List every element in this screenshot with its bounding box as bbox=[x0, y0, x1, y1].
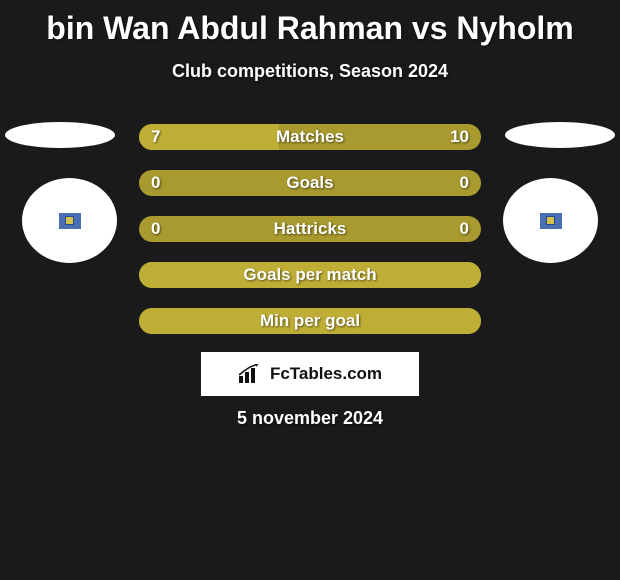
bar-value-right: 0 bbox=[460, 219, 469, 239]
bar-label: Min per goal bbox=[139, 311, 481, 331]
page-subtitle: Club competitions, Season 2024 bbox=[0, 61, 620, 82]
player-right-badge bbox=[503, 178, 598, 263]
bar-value-right: 10 bbox=[450, 127, 469, 147]
bar-label: Goals bbox=[139, 173, 481, 193]
player-left-badge bbox=[22, 178, 117, 263]
flag-icon bbox=[59, 213, 81, 229]
stat-bar: Goals per match bbox=[139, 262, 481, 288]
stat-bar: Min per goal bbox=[139, 308, 481, 334]
player-left-ellipse bbox=[5, 122, 115, 148]
stat-bar: 7Matches10 bbox=[139, 124, 481, 150]
flag-icon bbox=[540, 213, 562, 229]
branding-box: FcTables.com bbox=[201, 352, 419, 396]
player-right-ellipse bbox=[505, 122, 615, 148]
page-title: bin Wan Abdul Rahman vs Nyholm bbox=[0, 0, 620, 47]
chart-icon bbox=[238, 364, 264, 384]
bar-label: Hattricks bbox=[139, 219, 481, 239]
stat-bar: 0Hattricks0 bbox=[139, 216, 481, 242]
date-text: 5 november 2024 bbox=[0, 408, 620, 429]
branding-text: FcTables.com bbox=[270, 364, 382, 384]
bar-label: Goals per match bbox=[139, 265, 481, 285]
bar-label: Matches bbox=[139, 127, 481, 147]
bar-value-right: 0 bbox=[460, 173, 469, 193]
stat-bar: 0Goals0 bbox=[139, 170, 481, 196]
comparison-bars: 7Matches100Goals00Hattricks0Goals per ma… bbox=[139, 124, 481, 354]
